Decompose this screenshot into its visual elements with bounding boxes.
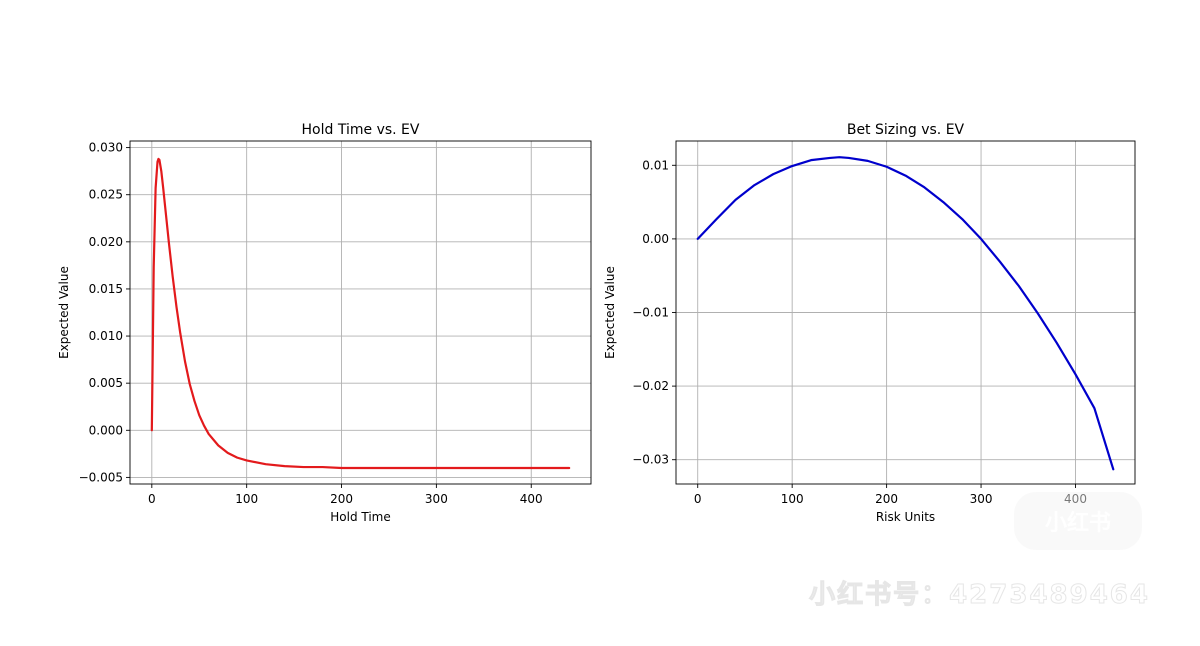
y-tick-label: 0.005 bbox=[89, 376, 123, 390]
x-axis-label: Risk Units bbox=[876, 510, 935, 524]
x-tick-label: 300 bbox=[425, 492, 448, 506]
y-tick-label: 0.020 bbox=[89, 235, 123, 249]
y-tick-label: 0.015 bbox=[89, 282, 123, 296]
series-line bbox=[150, 157, 571, 470]
plot-frame bbox=[129, 140, 592, 485]
x-tick-label: 400 bbox=[520, 492, 543, 506]
watermark-badge bbox=[1014, 492, 1142, 550]
x-tick-label: 0 bbox=[148, 492, 156, 506]
x-tick-label: 400 bbox=[1064, 492, 1087, 506]
y-tick-label: 0.000 bbox=[89, 423, 123, 437]
x-tick-label: 300 bbox=[970, 492, 993, 506]
y-tick-label: 0.025 bbox=[89, 188, 123, 202]
x-tick-label: 100 bbox=[781, 492, 804, 506]
chart-panel-2: 0 100 200 300 400 −0.03 −0.02 −0.01 0.00 0.01 Bet … bbox=[603, 122, 1136, 524]
y-tick-label: −0.01 bbox=[632, 306, 669, 320]
y-tick-label: 0.00 bbox=[642, 232, 669, 246]
y-tick-label: 0.030 bbox=[89, 141, 123, 155]
y-axis-label: Expected Value bbox=[603, 266, 617, 359]
chart-title: Hold Time vs. EV bbox=[302, 122, 420, 138]
x-tick-label: 0 bbox=[694, 492, 702, 506]
x-axis-label: Hold Time bbox=[330, 510, 391, 524]
y-tick-label: 0.010 bbox=[89, 329, 123, 343]
y-tick-label: −0.005 bbox=[79, 470, 123, 484]
chart-title: Bet Sizing vs. EV bbox=[847, 122, 965, 138]
x-tick-label: 200 bbox=[330, 492, 353, 506]
x-tick-label: 200 bbox=[875, 492, 898, 506]
y-tick-label: −0.02 bbox=[632, 379, 669, 393]
x-tick-label: 100 bbox=[235, 492, 258, 506]
series-line bbox=[696, 156, 1115, 471]
y-axis-label: Expected Value bbox=[57, 266, 71, 359]
chart-panel-1: 0 100 200 300 400 −0.005 0.000 0.005 0.010 0.015 0… bbox=[57, 122, 592, 524]
y-tick-label: 0.01 bbox=[642, 158, 669, 172]
y-tick-label: −0.03 bbox=[632, 453, 669, 467]
watermark-id-text: 小红书号：4273489464 bbox=[809, 579, 1150, 610]
watermark-badge-text: 小红书 bbox=[1045, 510, 1111, 536]
